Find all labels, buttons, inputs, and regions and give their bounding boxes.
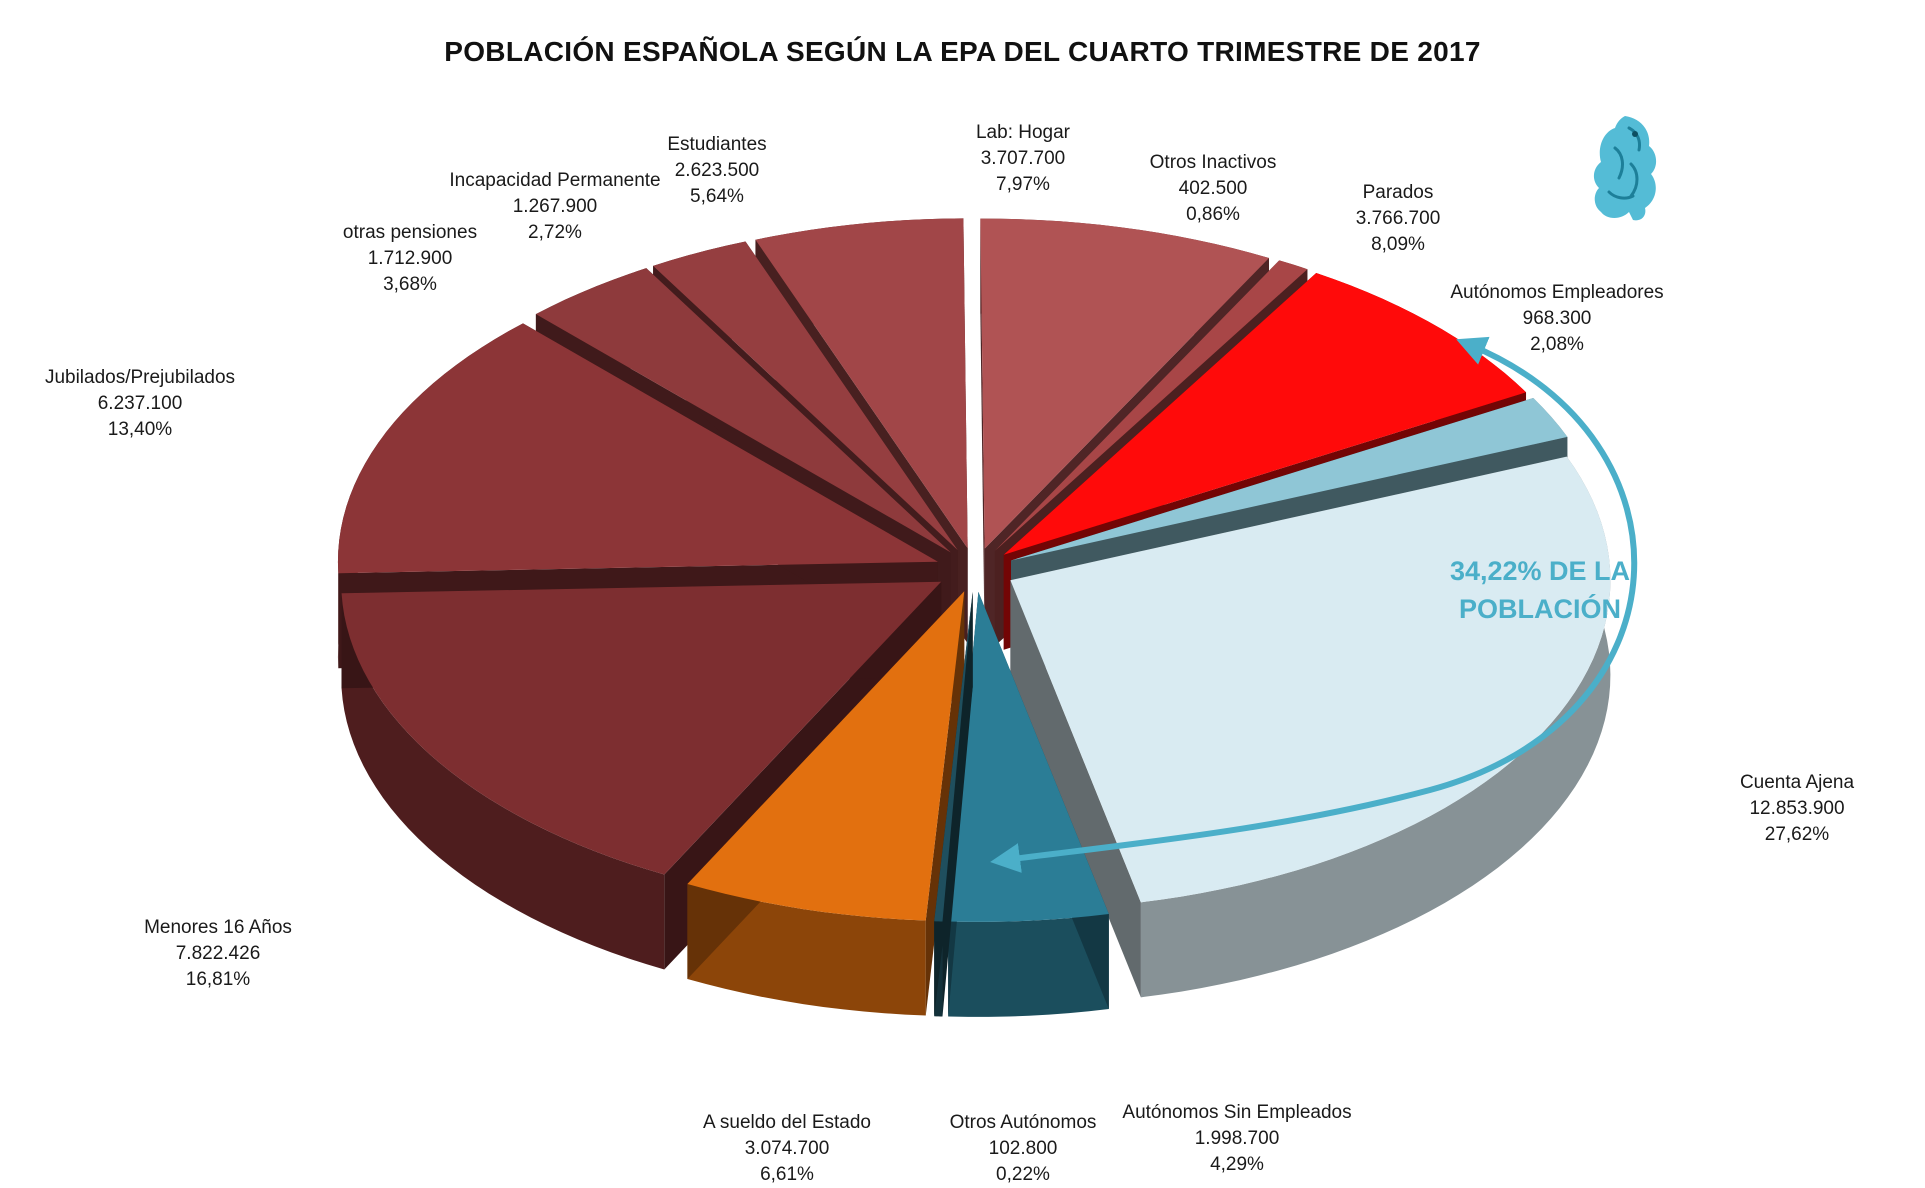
label-value: 1.267.900 <box>512 196 598 217</box>
slice-label-incapacidad-permanente: Incapacidad Permanente 1.267.900 2,72% <box>449 168 660 246</box>
label-value: 102.800 <box>988 1138 1058 1159</box>
slice-label-estudiantes: Estudiantes 2.623.500 5,64% <box>667 132 766 210</box>
slice-top-otros-autonomos <box>934 591 973 922</box>
slice-label-otros-inactivos: Otros Inactivos 402.500 0,86% <box>1150 150 1277 228</box>
label-value: 3.074.700 <box>744 1138 830 1159</box>
slice-label-lab-hogar: Lab: Hogar 3.707.700 7,97% <box>976 120 1070 198</box>
label-value: 7.822.426 <box>175 943 261 964</box>
label-percent: 4,29% <box>1210 1154 1264 1175</box>
label-percent: 5,64% <box>690 186 744 207</box>
label-name: Autónomos Sin Empleados <box>1122 1102 1352 1123</box>
label-percent: 8,09% <box>1371 234 1425 255</box>
label-name: Lab: Hogar <box>975 122 1071 143</box>
slice-top-estudiantes <box>755 218 968 549</box>
slice-side-a-sueldo-del-estado <box>687 883 926 1016</box>
label-value: 3.707.700 <box>980 148 1066 169</box>
label-value: 968.300 <box>1522 308 1592 329</box>
label-value: 3.766.700 <box>1355 208 1441 229</box>
slice-top-incapacidad-permanente <box>653 241 958 551</box>
label-name: Cuenta Ajena <box>1739 772 1855 793</box>
label-value: 1.712.900 <box>367 248 453 269</box>
chart-title: POBLACIÓN ESPAÑOLA SEGÚN LA EPA DEL CUAR… <box>444 36 1481 67</box>
label-value: 2.623.500 <box>674 160 760 181</box>
label-name: Otros Inactivos <box>1149 152 1277 173</box>
slice-side-autonomos-sin-empleados <box>948 914 1109 1017</box>
slice-top-menores-16-anos <box>341 581 942 875</box>
slice-edge-otros-autonomos-1 <box>934 591 973 1017</box>
label-name: Estudiantes <box>667 134 767 155</box>
label-percent: 2,08% <box>1530 334 1584 355</box>
label-percent: 7,97% <box>996 174 1050 195</box>
slice-label-cuenta-ajena: Cuenta Ajena 12.853.900 27,62% <box>1740 770 1854 848</box>
slice-top-otras-pensiones <box>535 268 951 553</box>
slice-label-a-sueldo-del-estado: A sueldo del Estado 3.074.700 6,61% <box>703 1110 871 1188</box>
annotation-line-2: POBLACIÓN <box>1458 594 1621 624</box>
label-value: 12.853.900 <box>1749 798 1845 819</box>
slice-otros-autonomos <box>934 591 973 1017</box>
emblem-icon <box>1593 116 1657 221</box>
slice-top-a-sueldo-del-estado <box>687 591 965 921</box>
slice-edge-a-sueldo-del-estado-0 <box>925 591 965 1016</box>
label-percent: 0,86% <box>1186 204 1240 225</box>
slice-top-jubilados-prejubilados <box>337 323 938 574</box>
label-value: 1.998.700 <box>1194 1128 1280 1149</box>
slice-label-autonomos-sin-empleados: Autónomos Sin Empleados 1.998.700 4,29% <box>1122 1100 1351 1178</box>
label-name: Jubilados/Prejubilados <box>44 367 236 388</box>
annotation-line-1: 34,22% DE LA <box>1449 556 1631 586</box>
label-percent: 2,72% <box>528 222 582 243</box>
slice-label-otras-pensiones: otras pensiones 1.712.900 3,68% <box>343 220 477 298</box>
slice-label-jubilados-prejubilados: Jubilados/Prejubilados 6.237.100 13,40% <box>45 365 235 443</box>
label-name: Otros Autónomos <box>949 1112 1097 1133</box>
slice-edge-lab-hogar-0 <box>980 218 985 644</box>
slice-a-sueldo-del-estado <box>687 591 965 1016</box>
label-name: A sueldo del Estado <box>703 1112 871 1133</box>
label-percent: 16,81% <box>185 969 251 990</box>
label-value: 402.500 <box>1178 178 1248 199</box>
label-percent: 6,61% <box>760 1164 814 1185</box>
slice-label-parados: Parados 3.766.700 8,09% <box>1356 180 1441 258</box>
label-name: Menores 16 Años <box>144 917 292 938</box>
slice-side-menores-16-anos <box>341 593 665 970</box>
label-percent: 13,40% <box>107 419 173 440</box>
label-name: Incapacidad Permanente <box>449 170 661 191</box>
slice-label-otros-autonomos: Otros Autónomos 102.800 0,22% <box>950 1110 1097 1188</box>
slice-label-menores-16-anos: Menores 16 Años 7.822.426 16,81% <box>144 915 292 993</box>
slice-label-autonomos-empleadores: Autónomos Empleadores 968.300 2,08% <box>1450 280 1663 358</box>
slice-side-cuenta-ajena <box>1140 456 1611 998</box>
label-percent: 0,22% <box>996 1164 1050 1185</box>
label-percent: 27,62% <box>1764 824 1830 845</box>
label-value: 6.237.100 <box>97 393 183 414</box>
annotation-text: 34,22% DE LA POBLACIÓN <box>1450 552 1630 628</box>
label-name: otras pensiones <box>342 222 478 243</box>
label-name: Parados <box>1362 182 1434 203</box>
label-name: Autónomos Empleadores <box>1450 282 1664 303</box>
label-percent: 3,68% <box>383 274 437 295</box>
